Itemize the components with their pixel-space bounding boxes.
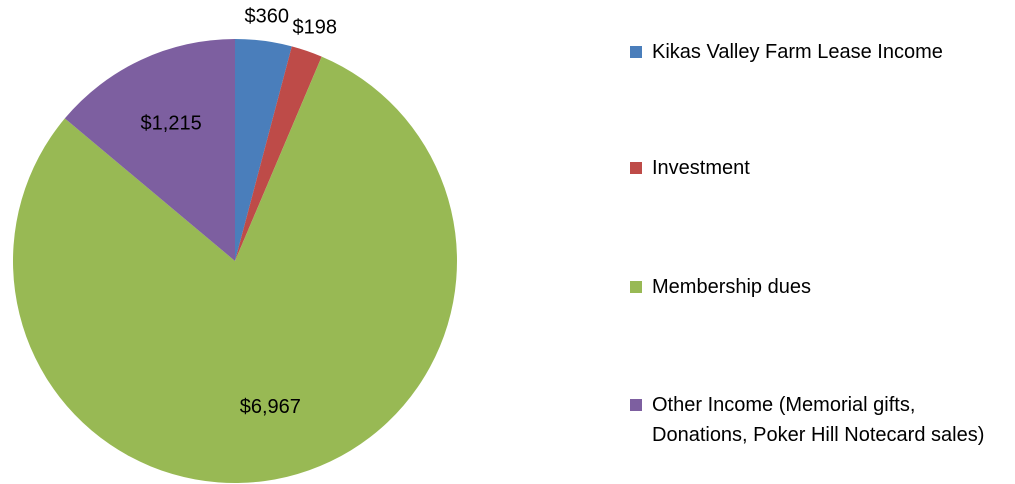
legend-label: Kikas Valley Farm Lease Income [652,41,943,63]
pie-slice [235,39,292,261]
legend-swatch [630,46,642,58]
pie-slice [13,56,457,483]
legend-swatch [630,281,642,293]
data-label: $1,215 [141,112,202,134]
legend-label: Investment [652,157,750,179]
chart: $360$198 $6,967 $1,215 [13,5,457,483]
legend-label: Other Income (Memorial gifts, Donations,… [652,394,985,446]
pie-slice [64,39,235,261]
data-label: $6,967 [240,396,301,418]
legend-swatch [630,399,642,411]
legend-swatch [630,162,642,174]
pie-slice [235,46,322,262]
data-label: $198 [292,17,337,39]
legend-label: Membership dues [652,276,811,298]
data-label: $360 [244,5,289,27]
